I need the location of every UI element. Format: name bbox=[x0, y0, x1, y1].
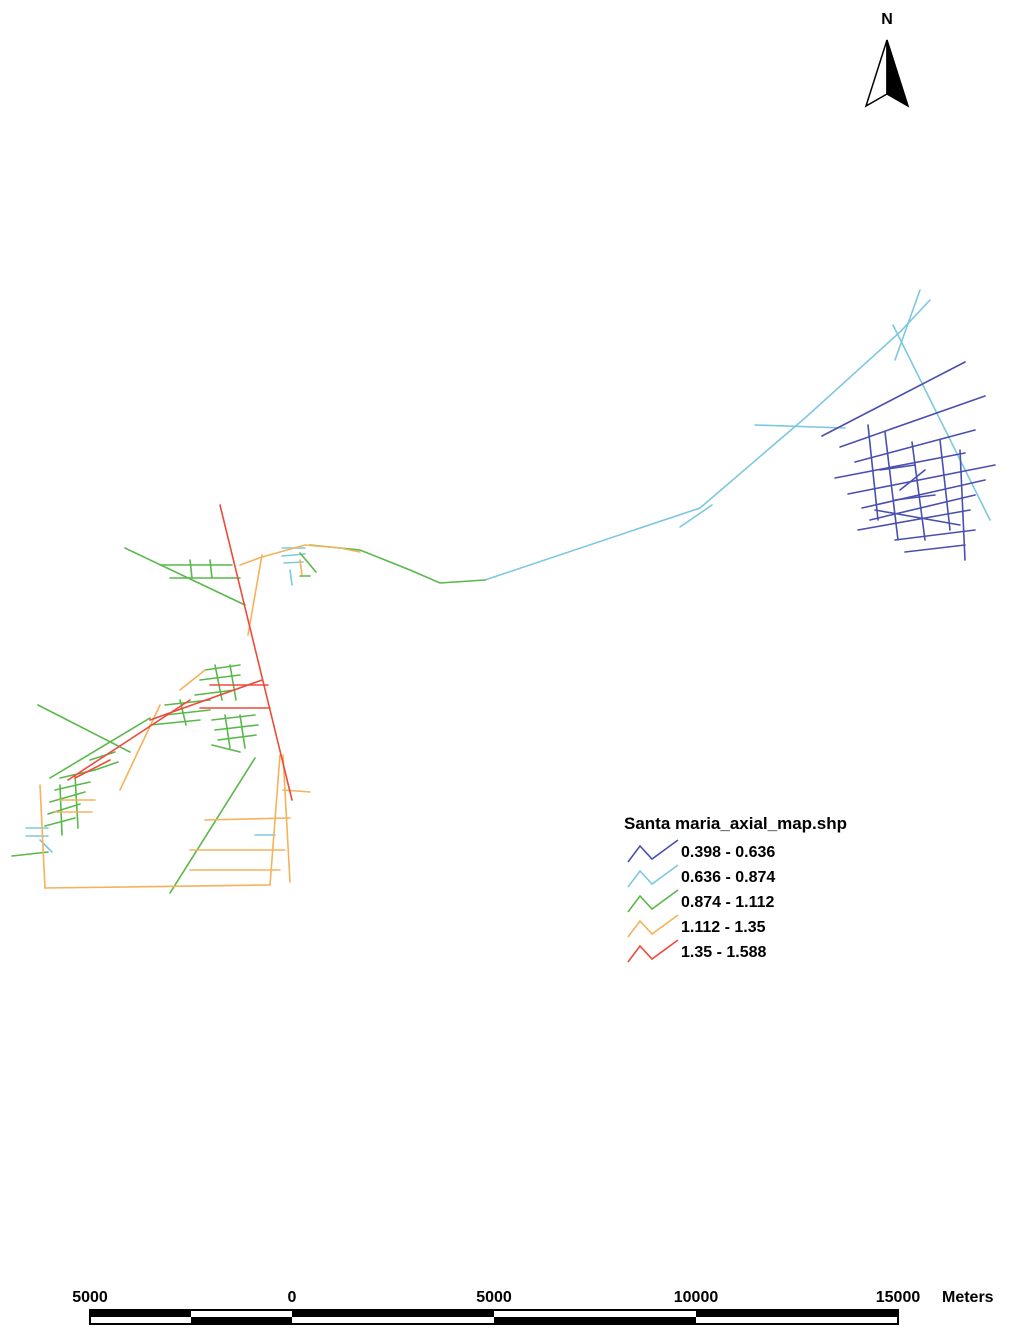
legend-item-label: 1.112 - 1.35 bbox=[681, 919, 766, 936]
north-arrow-west-half bbox=[864, 39, 888, 108]
scale-bar-ticks: 5000 0 5000 10000 15000 bbox=[72, 1289, 920, 1306]
legend-line-swatch bbox=[627, 914, 679, 938]
north-arrow-label: N bbox=[881, 11, 893, 28]
scale-bar-tick-label: 5000 bbox=[476, 1289, 512, 1306]
legend-item: 0.636 - 0.874 bbox=[627, 864, 775, 888]
axial-lines-class-4 bbox=[39, 544, 361, 889]
scale-bar-unit: Meters bbox=[942, 1289, 994, 1306]
legend-item-label: 0.398 - 0.636 bbox=[681, 844, 775, 861]
axial-lines-class-5 bbox=[67, 504, 293, 801]
scale-bar-segment bbox=[191, 1317, 292, 1324]
scale-bar-segment bbox=[90, 1310, 191, 1317]
north-arrow-east-half bbox=[886, 39, 910, 108]
legend-items: 0.398 - 0.636 0.636 - 0.874 0.874 - 1.112 1… bbox=[627, 839, 775, 963]
legend-line-swatch bbox=[627, 939, 679, 963]
axial-lines-class-3 bbox=[11, 544, 486, 894]
scale-bar: 5000 0 5000 10000 15000 Meters bbox=[72, 1289, 994, 1325]
scale-bar-tick-label: 10000 bbox=[674, 1289, 719, 1306]
axial-lines-class-2 bbox=[25, 289, 991, 853]
legend-item: 1.112 - 1.35 bbox=[627, 914, 766, 938]
scale-bar-tick-label: 15000 bbox=[876, 1289, 921, 1306]
axial-network bbox=[11, 289, 996, 894]
scale-bar-segment bbox=[494, 1317, 696, 1324]
north-arrow: N bbox=[864, 11, 910, 108]
legend-line-swatch bbox=[627, 889, 679, 913]
legend-item-label: 0.874 - 1.112 bbox=[681, 894, 775, 911]
scale-bar-tick-label: 0 bbox=[288, 1289, 297, 1306]
scale-bar-segment bbox=[696, 1310, 898, 1317]
axial-lines-class-1 bbox=[821, 361, 996, 561]
legend-item-label: 1.35 - 1.588 bbox=[681, 944, 767, 961]
legend-item: 0.398 - 0.636 bbox=[627, 839, 775, 863]
legend-line-swatch bbox=[627, 864, 679, 888]
legend-title: Santa maria_axial_map.shp bbox=[624, 814, 847, 833]
scale-bar-tick-label: 5000 bbox=[72, 1289, 108, 1306]
scale-bar-segment bbox=[292, 1310, 494, 1317]
legend-line-swatch bbox=[627, 839, 679, 863]
legend: Santa maria_axial_map.shp 0.398 - 0.6360… bbox=[624, 814, 847, 963]
legend-item-label: 0.636 - 0.874 bbox=[681, 869, 775, 886]
legend-item: 0.874 - 1.112 bbox=[627, 889, 775, 913]
legend-item: 1.35 - 1.588 bbox=[627, 939, 767, 963]
